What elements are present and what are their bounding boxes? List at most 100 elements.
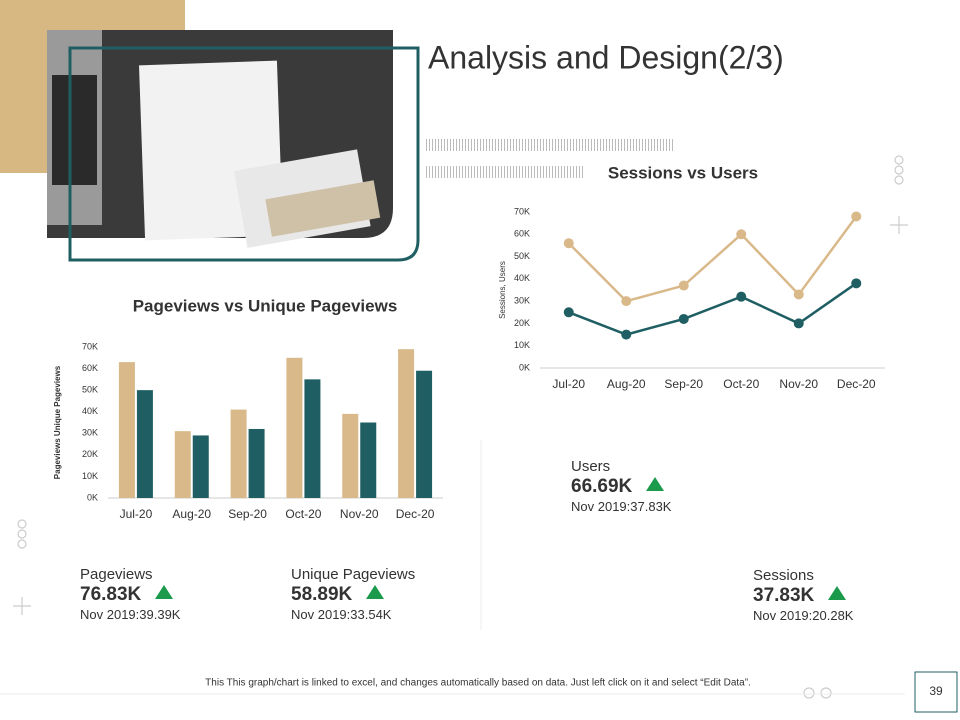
kpi-lab: Pageviews xyxy=(80,566,180,583)
y-tick-label: 10K xyxy=(82,471,98,481)
x-tick-label: Sep-20 xyxy=(664,377,703,391)
up-arrow xyxy=(828,586,847,600)
kpi-text: Nov 2019:33.54K xyxy=(291,607,392,622)
kpi-val: 66.69K xyxy=(571,476,671,498)
bar xyxy=(118,362,135,498)
kpi-val: 58.89K xyxy=(291,584,415,606)
kpi-text: Nov 2019:39.39K xyxy=(80,607,181,622)
kpi-text: Nov 2019:37.83K xyxy=(571,499,672,514)
point xyxy=(736,291,747,302)
point xyxy=(563,307,574,318)
point xyxy=(621,296,632,307)
point xyxy=(851,211,862,222)
page-number: 39 xyxy=(929,684,943,698)
kpi-val: 37.83K xyxy=(753,585,853,607)
point xyxy=(678,313,689,324)
x-tick-label: Dec-20 xyxy=(837,377,876,391)
kpi-lab: Unique Pageviews xyxy=(291,566,415,583)
x-tick-label: Nov-20 xyxy=(779,377,818,391)
y-axis-label: Sessions, Users xyxy=(498,261,507,319)
kpi-sub: Nov 2019:33.54K xyxy=(291,607,415,622)
kpi-text: 58.89K xyxy=(291,584,353,605)
bar xyxy=(360,422,377,498)
kpi-sub: Nov 2019:20.28K xyxy=(753,608,853,623)
slide-title: Analysis and Design(2/3) xyxy=(428,39,784,75)
x-tick-label: Sep-20 xyxy=(228,507,267,521)
point xyxy=(851,278,862,289)
kpi-lab: Users xyxy=(571,458,671,475)
kpi-text: 66.69K xyxy=(571,476,633,497)
y-axis-label: Pageviews Unique Pageviews xyxy=(53,365,62,479)
kpi-text: Unique Pageviews xyxy=(291,566,416,583)
point xyxy=(621,329,632,340)
kpi-text: Sessions xyxy=(753,567,814,584)
bar xyxy=(136,390,153,498)
bar xyxy=(398,349,415,498)
bar xyxy=(416,370,433,498)
x-tick-label: Nov-20 xyxy=(340,507,379,521)
y-tick-label: 60K xyxy=(514,229,530,239)
photo-frame xyxy=(68,46,420,262)
y-tick-label: 10K xyxy=(514,340,530,350)
point xyxy=(736,229,747,240)
y-tick-label: 70K xyxy=(82,341,98,351)
decor-stripes xyxy=(425,166,585,178)
y-tick-label: 30K xyxy=(82,428,98,438)
y-tick-label: 60K xyxy=(82,363,98,373)
x-tick-label: Dec-20 xyxy=(396,507,435,521)
bar xyxy=(342,413,359,498)
kpi-lab: Sessions xyxy=(753,567,853,584)
x-tick-label: Aug-20 xyxy=(607,377,646,391)
point xyxy=(793,289,804,300)
series-line xyxy=(567,215,858,303)
up-arrow xyxy=(646,477,665,491)
bar xyxy=(304,379,321,498)
bar xyxy=(192,435,209,498)
x-tick-label: Aug-20 xyxy=(172,507,211,521)
y-tick-label: 20K xyxy=(82,449,98,459)
bar xyxy=(230,409,247,498)
decor-stripes xyxy=(425,139,675,151)
y-tick-label: 20K xyxy=(514,318,530,328)
decor-dots xyxy=(13,155,908,699)
chart-title: Sessions vs Users xyxy=(608,163,758,182)
kpi-sub: Nov 2019:37.83K xyxy=(571,499,671,514)
up-arrow xyxy=(366,585,385,599)
y-tick-label: 50K xyxy=(514,251,530,261)
bar xyxy=(286,357,303,498)
kpi-text: Nov 2019:20.28K xyxy=(753,608,854,623)
bar xyxy=(174,431,191,498)
y-tick-label: 50K xyxy=(82,385,98,395)
y-tick-label: 0K xyxy=(519,362,530,372)
point xyxy=(793,318,804,329)
footer-note: This This graph/chart is linked to excel… xyxy=(205,678,751,689)
y-tick-label: 70K xyxy=(514,206,530,216)
x-tick-label: Jul-20 xyxy=(120,507,153,521)
kpi: Sessions 37.83K Nov 2019:20.28K xyxy=(753,567,853,623)
bar xyxy=(248,428,265,498)
point xyxy=(563,238,574,249)
kpi-text: Users xyxy=(571,458,611,475)
y-tick-label: 40K xyxy=(514,273,530,283)
series-line xyxy=(568,282,857,336)
x-tick-label: Jul-20 xyxy=(552,377,585,391)
kpi-text: Pageviews xyxy=(80,566,153,583)
y-tick-label: 30K xyxy=(514,296,530,306)
x-tick-label: Oct-20 xyxy=(285,507,321,521)
y-tick-label: 0K xyxy=(87,492,98,502)
kpi-text: 76.83K xyxy=(80,584,142,605)
point xyxy=(678,280,689,291)
kpi: Users 66.69K Nov 2019:37.83K xyxy=(571,458,671,514)
kpi: Unique Pageviews 58.89K Nov 2019:33.54K xyxy=(291,566,415,622)
kpi: Pageviews 76.83K Nov 2019:39.39K xyxy=(80,566,180,622)
kpi-sub: Nov 2019:39.39K xyxy=(80,607,180,622)
photo xyxy=(47,30,393,248)
kpi-val: 76.83K xyxy=(80,584,180,606)
x-tick-label: Oct-20 xyxy=(723,377,759,391)
up-arrow xyxy=(155,585,174,599)
kpi-text: 37.83K xyxy=(753,585,815,606)
page-number-box xyxy=(914,671,958,713)
chart-title: Pageviews vs Unique Pageviews xyxy=(133,296,398,315)
